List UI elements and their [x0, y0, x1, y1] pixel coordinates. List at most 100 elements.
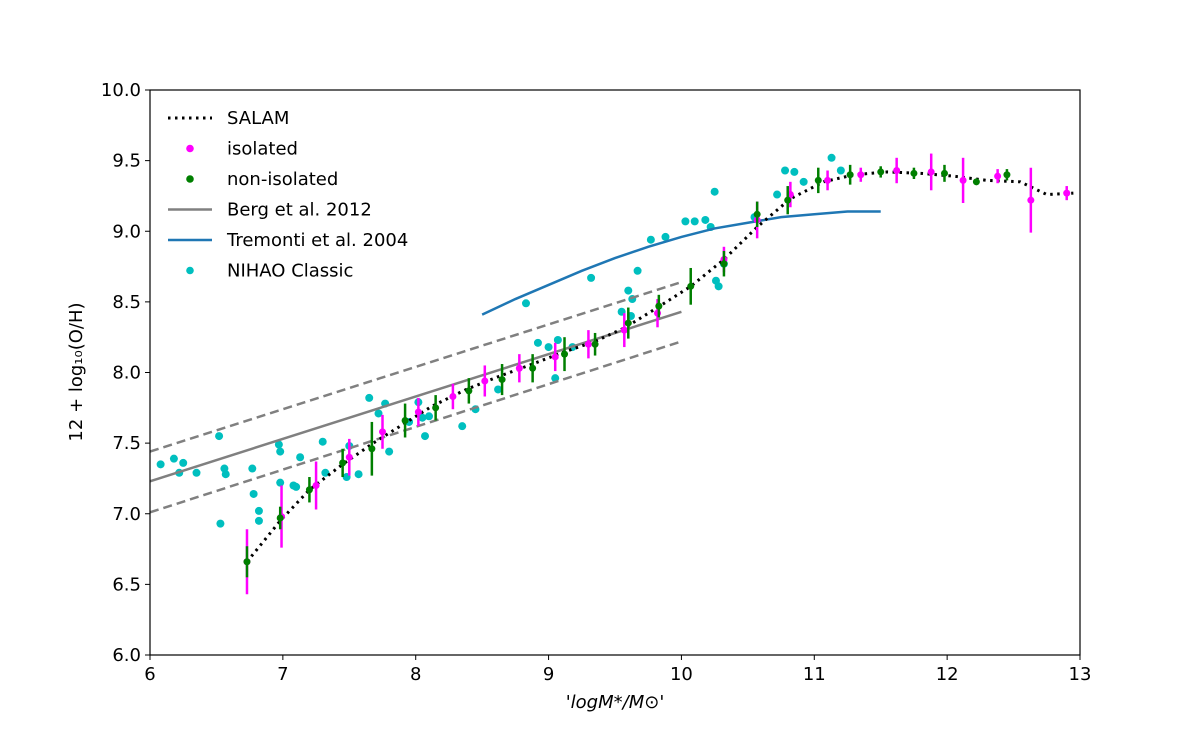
nihao-point [533, 338, 542, 347]
non-isolated-point [972, 178, 980, 186]
isolated-point [994, 172, 1002, 180]
isolated-point [1063, 189, 1071, 197]
nihao-point [318, 437, 327, 446]
legend: SALAM isolated non-isolated Berg et al. 201… [168, 108, 408, 282]
nihao-point [714, 282, 723, 291]
isolated-point [449, 393, 457, 401]
isolated-point [620, 326, 628, 334]
non-isolated-point [624, 319, 632, 327]
nihao-point [216, 519, 225, 528]
non-isolated-point [687, 282, 695, 290]
non-isolated-point [339, 459, 347, 467]
non-isolated-point [432, 404, 440, 412]
x-tick-label: 10 [670, 664, 693, 685]
nihao-point [421, 432, 430, 441]
isolated-point [893, 167, 901, 175]
y-tick-label: 9.0 [112, 221, 141, 242]
y-tick-label: 9.5 [112, 151, 141, 172]
isolated-point [857, 171, 865, 179]
non-isolated-point [1003, 171, 1011, 179]
y-axis-label: 12 + log₁₀(O/H) [66, 302, 87, 441]
nihao-point [681, 217, 690, 226]
nihao-point [296, 453, 305, 462]
non-isolated-point [720, 260, 728, 268]
non-isolated-point [877, 168, 885, 176]
berg-et-al-2012-line [150, 310, 682, 483]
non-isolated-point [465, 387, 473, 395]
nihao-point [254, 516, 263, 525]
x-axis: 6 7 8 9 10 11 12 13 [144, 655, 1091, 685]
non-isolated-point [846, 171, 854, 179]
x-tick-label: 7 [277, 664, 288, 685]
nihao-point [701, 215, 710, 224]
non-isolated-point [655, 302, 663, 310]
nihao-point [221, 470, 230, 479]
nihao-point [494, 385, 503, 394]
y-tick-label: 6.0 [112, 645, 141, 666]
x-tick-label: 6 [144, 664, 155, 685]
nihao-point [425, 412, 433, 421]
y-tick-label: 7.0 [112, 504, 141, 525]
plot-area [150, 90, 1080, 655]
nihao-point [646, 235, 655, 244]
nihao-point [276, 447, 285, 456]
berg-lower-line [150, 340, 682, 514]
isolated-point [927, 168, 935, 176]
nihao-point [248, 464, 257, 473]
nihao-point [249, 489, 258, 498]
non-isolated-point [498, 376, 506, 384]
tremonti-et-al-2004-line [481, 210, 881, 316]
non-isolated-point [561, 350, 569, 358]
legend-label-nihao-classic: NIHAO Classic [227, 261, 353, 282]
isolated-point [824, 176, 832, 184]
nihao-point [799, 177, 808, 186]
nihao-point [553, 336, 562, 345]
nihao-point [773, 190, 782, 199]
isolated-point [515, 364, 523, 372]
isolated-point [551, 353, 559, 361]
legend-label-tremonti-et-al-2004: Tremonti et al. 2004 [226, 230, 408, 251]
nihao-point [169, 454, 178, 463]
isolated-point [1027, 196, 1035, 204]
y-tick-label: 10.0 [101, 80, 141, 101]
nihao-point [276, 478, 285, 487]
nihao-point [215, 432, 224, 441]
nihao-point [521, 299, 530, 308]
legend-marker-non-isolated [186, 175, 194, 183]
nihao-point [458, 422, 467, 431]
non-isolated-point [784, 196, 792, 204]
nihao-point [179, 458, 188, 467]
y-tick-label: 6.5 [112, 574, 141, 595]
nihao-point [624, 286, 633, 295]
non-isolated-point [529, 364, 537, 372]
nihao-point [292, 482, 301, 491]
isolated-point [584, 340, 592, 348]
isolated-point [345, 453, 353, 461]
y-axis: 6.0 6.5 7.0 7.5 8.0 8.5 9.0 9.5 10.0 [101, 80, 150, 666]
non-isolated-point [940, 169, 948, 177]
nihao-point [633, 266, 642, 275]
nihao-point [354, 470, 363, 479]
x-tick-label: 13 [1069, 664, 1092, 685]
nihao-point [827, 153, 836, 162]
nihao-point [661, 232, 670, 241]
non-isolated-point [243, 558, 251, 566]
non-isolated-point [305, 486, 313, 494]
x-tick-label: 8 [410, 664, 421, 685]
nihao-point [365, 393, 374, 402]
non-isolated-point [401, 417, 409, 425]
legend-label-non-isolated: non-isolated [227, 169, 338, 190]
y-tick-label: 7.5 [112, 433, 141, 454]
legend-marker-isolated [186, 144, 194, 153]
non-isolated-point [591, 340, 599, 348]
y-tick-label: 8.5 [112, 292, 141, 313]
nihao-point [254, 506, 263, 515]
nihao-point [385, 447, 394, 456]
nihao-point [418, 413, 427, 422]
isolated-point [959, 176, 967, 184]
nihao-point [156, 460, 165, 469]
nihao-point [690, 217, 699, 226]
non-isolated-point [910, 169, 918, 177]
nihao-point [274, 440, 283, 449]
